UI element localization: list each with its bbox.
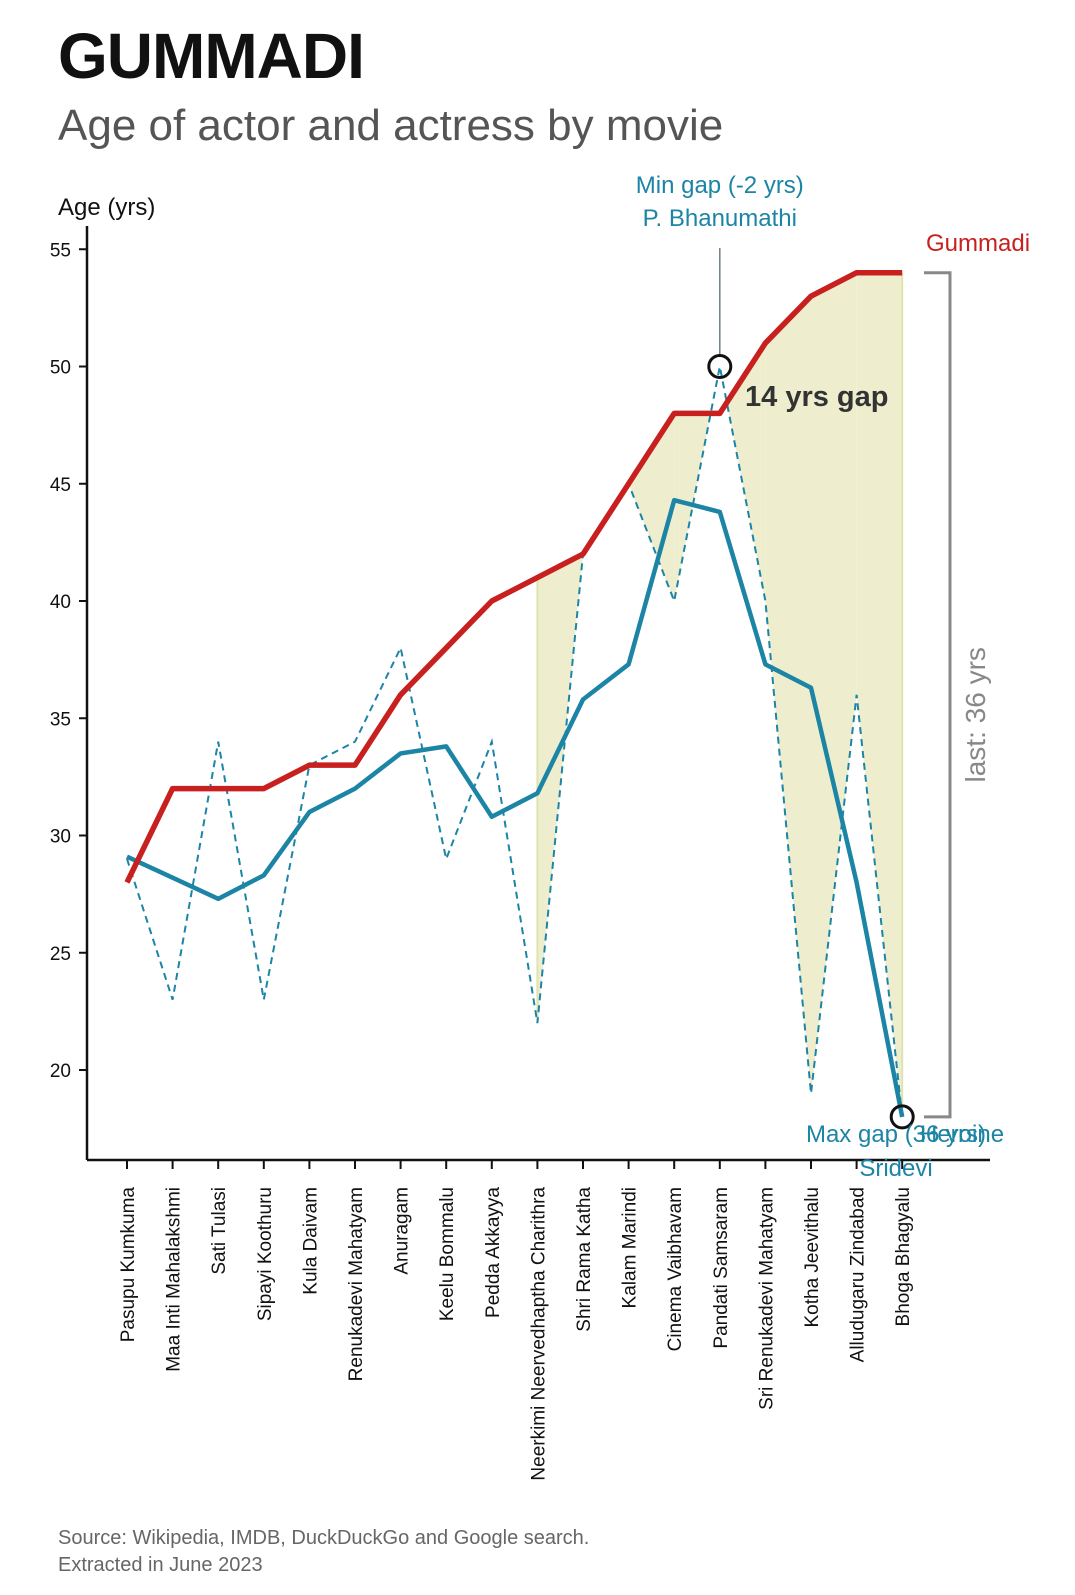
actor-age-line <box>124 269 903 884</box>
x-tick-label: Pedda Akkayya <box>483 1187 504 1318</box>
max-gap-label: Max gap (36 yrs) <box>806 1121 986 1148</box>
x-tick-label: Kula Daivam <box>300 1187 321 1295</box>
y-tick-label: 45 <box>50 475 71 496</box>
heroine-age-dashed-line <box>126 366 904 1118</box>
x-tick-label: Pasupu Kumkuma <box>118 1187 139 1343</box>
heroine-age-smoothed-line <box>126 497 905 1118</box>
gap-value-label: 14 yrs gap <box>745 381 888 413</box>
x-tick-label: Sati Tulasi <box>209 1187 230 1275</box>
x-tick-label: Maa Inti Mahalakshmi <box>164 1187 185 1372</box>
x-tick-label: Alludugaru Zindabad <box>848 1187 869 1362</box>
gap-fill-layer <box>536 272 904 1117</box>
gap-fill-segment <box>726 343 766 601</box>
x-tick-label: Bhoga Bhagyalu <box>893 1187 914 1326</box>
chart-title: GUMMADI <box>58 20 365 92</box>
source-note: Source: Wikipedia, IMDB, DuckDuckGo and … <box>58 1525 589 1579</box>
max-gap-name: Sridevi <box>859 1155 932 1182</box>
source-line-1: Source: Wikipedia, IMDB, DuckDuckGo and … <box>58 1527 590 1549</box>
source-line-2: Extracted in June 2023 <box>58 1554 263 1576</box>
actor-series-label: Gummadi <box>926 230 1030 257</box>
gap-fill-segment <box>856 272 903 1117</box>
min-gap-label: Min gap (-2 yrs) <box>636 172 804 199</box>
x-tick-label: Cinema Vaibhavam <box>665 1187 686 1351</box>
x-tick-label: Keelu Bommalu <box>437 1187 458 1321</box>
y-tick-label: 55 <box>50 240 71 261</box>
y-tick-label: 30 <box>50 827 71 848</box>
heroine-series-label: Heroine <box>920 1121 1004 1148</box>
x-tick-label: Renukadevi Mahatyam <box>346 1187 367 1381</box>
gap-fill-segment <box>674 413 711 601</box>
y-tick-label: 20 <box>50 1061 71 1082</box>
x-tick-label: Kalam Marindi <box>620 1187 641 1308</box>
gap-fill-segment <box>811 272 857 1094</box>
gap-fill-segment <box>765 296 811 1094</box>
x-tick-label: Sri Renukadevi Mahatyam <box>756 1187 777 1410</box>
min-gap-marker <box>707 354 733 379</box>
annotation-layer: Min gap (-2 yrs) P. Bhanumathi Max gap (36… <box>636 172 1030 1182</box>
x-tick-label: Pandati Samsaram <box>711 1187 732 1349</box>
x-tick-label: Neerkimi Neervedhaptha Charithra <box>528 1187 549 1481</box>
chart-subtitle: Age of actor and actress by movie <box>58 101 724 150</box>
y-tick-label: 25 <box>50 944 71 965</box>
y-axis-label: Age (yrs) <box>58 194 155 221</box>
x-tick-label: Anuragam <box>392 1187 413 1275</box>
series-layer <box>124 269 905 1118</box>
last-gap-bracket <box>924 271 952 1119</box>
gap-fill-segment <box>628 413 675 601</box>
x-tick-label: Sipayi Koothuru <box>255 1187 276 1321</box>
y-tick-label: 50 <box>50 358 71 379</box>
min-gap-name: P. Bhanumathi <box>643 205 797 232</box>
y-tick-label: 35 <box>50 709 71 730</box>
y-tick-label: 40 <box>50 592 71 613</box>
x-tick-label: Kotha Jeevithalu <box>802 1187 823 1328</box>
x-tick-label: Shri Rama Katha <box>574 1187 595 1332</box>
last-gap-label: last: 36 yrs <box>960 647 991 782</box>
max-gap-marker <box>889 1104 915 1130</box>
axes-layer: Age (yrs) 20 25 30 35 40 45 50 55 Pasupu Kumkuma M… <box>50 194 990 1481</box>
